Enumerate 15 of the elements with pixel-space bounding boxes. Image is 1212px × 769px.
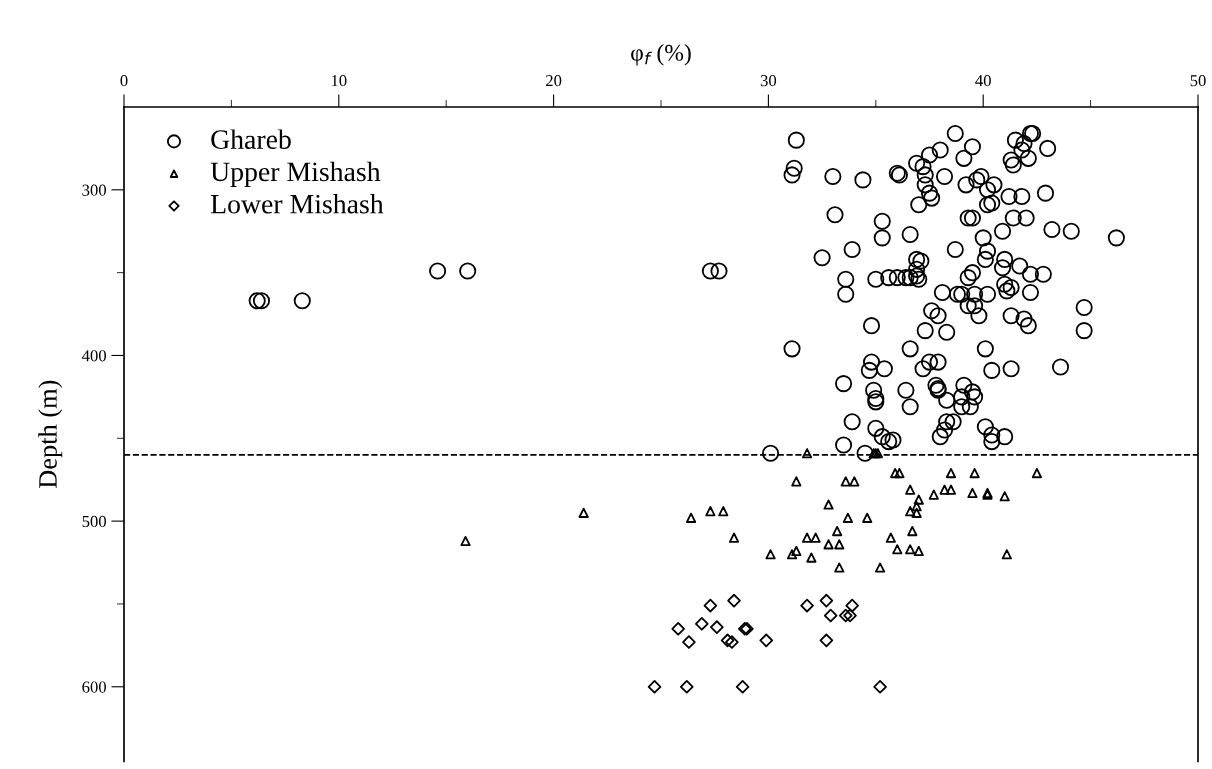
x-axis-title: φ$_{f}$ (%) bbox=[631, 44, 691, 66]
x-tick-label: 40 bbox=[975, 75, 991, 87]
x-tick-label: 0 bbox=[120, 75, 128, 87]
legend-label: Upper Mishash bbox=[210, 161, 381, 187]
y-tick-label: 600 bbox=[82, 681, 106, 693]
x-tick-label: 10 bbox=[331, 75, 347, 87]
x-tick-label: 20 bbox=[546, 75, 562, 87]
legend-label: Ghareb bbox=[211, 129, 291, 149]
y-tick-label: 400 bbox=[81, 350, 106, 362]
legend-label: Lower Mishash bbox=[210, 194, 384, 214]
x-tick-label: 30 bbox=[760, 75, 777, 87]
y-tick-label: 300 bbox=[82, 184, 106, 196]
y-axis-title: Depth (m) bbox=[38, 380, 63, 488]
y-tick-label: 500 bbox=[82, 515, 106, 528]
x-tick-label: 50 bbox=[1190, 75, 1206, 87]
